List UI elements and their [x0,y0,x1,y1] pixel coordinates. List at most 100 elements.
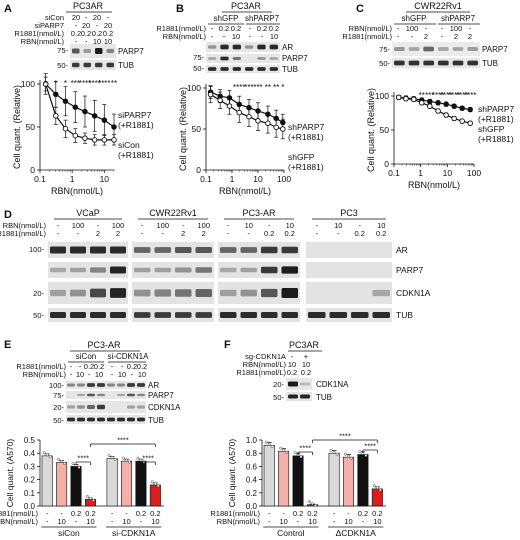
panel-B-blot-parp7-band [220,56,229,61]
panel-E-blot-parp7-band [137,393,145,397]
panel-C-mw-marker: 50- [379,59,390,68]
panel-B-chart-series-label: (+R1881) [288,162,324,172]
panel-A-blot-tub-band [83,62,91,68]
panel-A-blot-parp7-bg [70,44,116,58]
panel-C-blot-parp7-band [394,46,405,52]
panel-E-blot-parp7-band [77,394,85,396]
panel-F-chart-replicate-dot [329,448,333,452]
panel-E-group-label-bottom: siCon [58,528,80,538]
panel-C-chart-point [459,118,465,124]
panel-C-row-value: 100 [406,24,419,33]
panel-D-blot-tub-bg [48,308,128,322]
panel-F-bottom-row-value: - [333,517,336,526]
panel-F-bottom-row-value: - [268,509,271,518]
panel-E-chart-bar [106,458,118,507]
panel-E-row-label: RBN(nmol/L) [23,370,67,379]
panel-F-chart-replicate-dot [332,450,336,454]
panel-C-group-label: shPARP7 [441,14,476,23]
panel-D-mw-marker: 20- [33,289,44,298]
panel-D-blot-cdkn1a-band [372,289,390,297]
panel-B-blot-tub [206,65,280,73]
panel-B-chart-xtick-label: 100 [277,174,291,184]
panel-B-row-value: 0.2 [231,24,241,33]
panel-A-chart-point [72,132,79,139]
panel-A-blot-parp7-band [83,49,91,53]
panel-A-chart-point [72,104,79,110]
panel-E-blot-parp7-bg [66,391,146,399]
panel-C-blot-tub-band [423,60,434,66]
panel-A-row-value: 10 [104,37,112,46]
panel-D-row-value: - [57,229,60,238]
panel-B-chart-xtick-label: 1 [230,174,235,184]
panel-D-blot-tub-band [134,312,151,318]
panel-F-bottom-row-value: 10 [308,517,316,526]
panel-D-blot-ar [132,242,214,258]
panel-E-row-value: - [70,370,73,379]
panel-E-blot-ar-band [127,383,135,387]
panel-A-chart-sig: *** [71,79,80,88]
panel-A-row-value: - [75,21,78,30]
panel-D-row-value: - [77,229,80,238]
panel-B-blot-label: PARP7 [282,54,308,63]
panel-C-blot-parp7-band [467,47,478,51]
panel-letter-F: F [224,339,231,351]
panel-F-chart-ytick-label: 0.8 [246,449,258,458]
panel-B-row-label: R1881(nmol/L) [156,24,206,33]
panel-B-chart-sig: *** [253,83,262,92]
panel-D-blot-cdkn1a-band [220,289,237,297]
panel-B-chart-point [217,97,223,104]
panel-B-blot-tub-band [208,67,217,71]
panel-B-chart-point [265,120,271,127]
panel-C-chart-ylabel: Cell quant. (Relative) [366,88,376,172]
panel-C-chart-point [451,115,457,122]
panel-E-blot-parp7-band [87,393,95,397]
panel-F-chart-replicate-dot [364,454,368,457]
panel-E-blot-tub-band [97,417,105,422]
panel-D-row-label: RBN(nmol/L) [3,221,47,230]
panel-B-chart-ytick-label: 0 [196,165,201,175]
panel-B-blot-parp7-band [257,57,266,60]
panel-C-blot-parp7-band [423,46,434,52]
panel-A-chart-sig: ** [111,79,117,88]
panel-B-chart-ytick-label: 100 [187,83,201,93]
panel-A-chart-series-label: (+R1881) [118,120,154,130]
panel-F-blot-label: CDK1NA [316,380,349,389]
panel-A-mw-marker: 75- [57,46,68,55]
panel-D-blot-cdkn1a-band [281,288,298,298]
panel-F-bottom-row-value: - [297,517,300,526]
panel-C-chart-sig: **** [456,91,468,100]
panel-C-chart-sig: **** [432,91,444,100]
panel-D-blot-tub-band [351,311,369,319]
panel-B-group-label: shGFP [214,14,239,23]
panel-D-blot-cdkn1a [218,282,300,304]
panel-B-blot-tub-band [232,67,241,71]
panel-E-sig3-sig: **** [117,436,129,445]
panel-E-group-label: si-CDKN1A [108,352,150,361]
panel-B-blot-tub-band [220,67,229,71]
panel-A-chart-point [91,113,98,119]
panel-D-row-value: - [141,229,144,238]
panel-C-row-value: 2 [468,32,472,41]
panel-E-row-value: 0.2 [127,362,137,371]
panel-E-chart-replicate-dot [128,460,131,464]
panel-E-blot-tub [66,415,146,424]
panel-B-chart-ytick-label: 50 [192,124,202,134]
panel-F-chart-replicate-dot [264,440,268,444]
panel-B-mw-marker: 50- [193,64,204,73]
panel-D-blot-cdkn1a-bg [132,282,214,304]
panel-A-row-value: 0.2 [92,29,102,38]
panel-D-blot-ar-band [195,246,212,254]
panel-A-chart-point [42,81,49,87]
panel-A-blot-parp7-band [106,48,114,54]
panel-B-chart-xtick-label: 0.1 [200,174,212,184]
panel-A-row-value: - [96,21,99,30]
panel-E-blot-tub-band [87,417,95,422]
panel-B-blot-label: TUB [282,65,298,74]
panel-D-blot-tub-bg [132,308,214,322]
panel-A-chart-ylabel: Cell quant. (Relative) [12,85,22,169]
panel-E-blot-ar-band [87,383,95,387]
panel-D-blot-parp7-band [220,267,237,273]
panel-A-row-value: 10 [93,37,101,46]
panel-A-chart-point [111,124,117,130]
panel-B-row-value: 0.2 [257,24,267,33]
